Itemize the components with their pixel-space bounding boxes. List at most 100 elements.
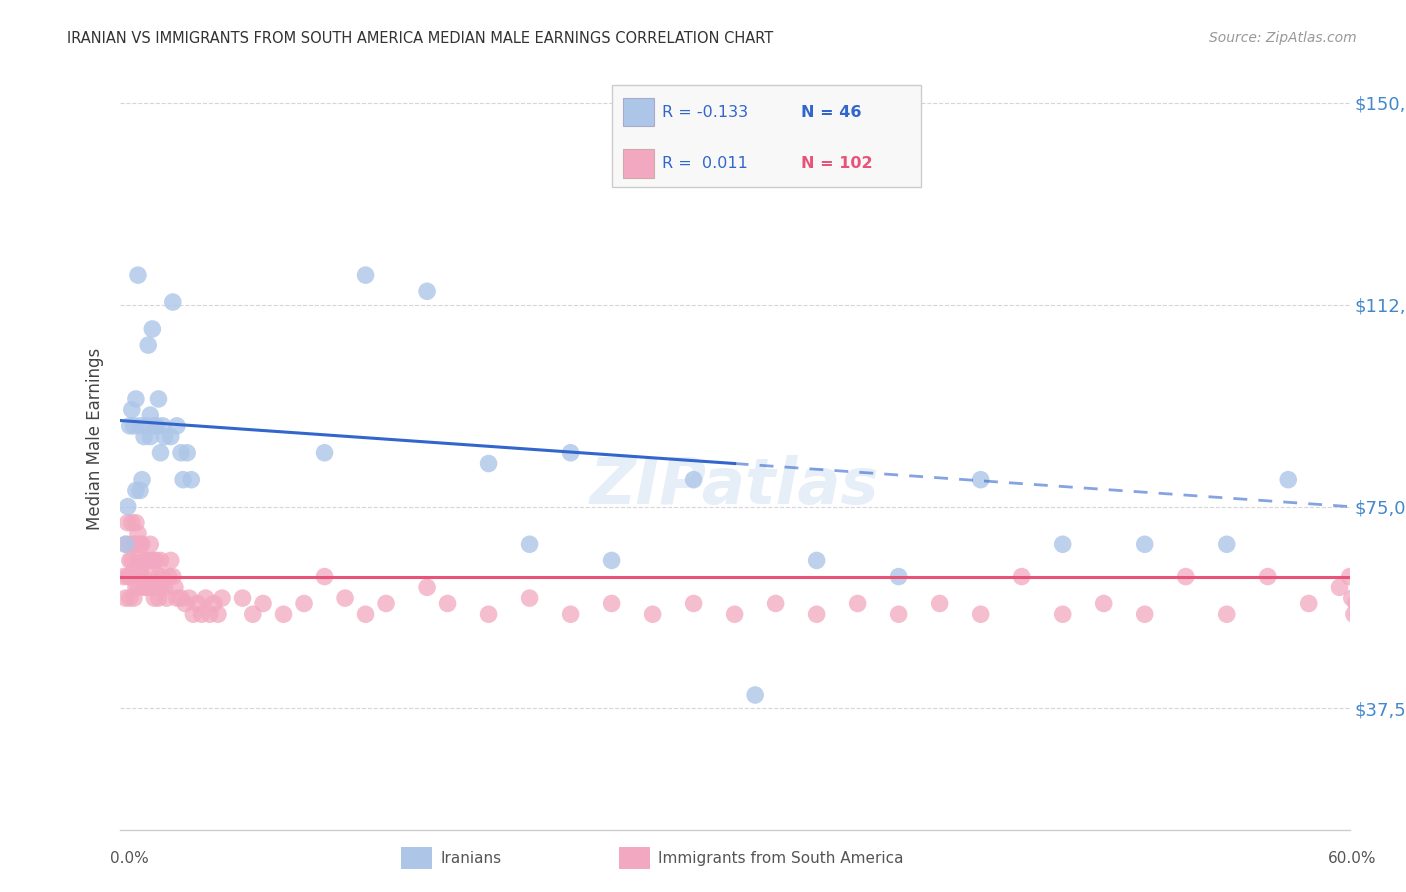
Point (148, 569, 170, 583)
Point (641, 607, 664, 622)
Point (1257, 569, 1279, 583)
Point (136, 553, 159, 567)
Point (519, 537, 541, 551)
Point (143, 591, 166, 606)
Point (136, 338, 159, 352)
Point (436, 597, 458, 611)
Point (375, 597, 398, 611)
Point (125, 537, 148, 551)
Point (1133, 607, 1156, 622)
Point (1343, 607, 1365, 622)
Point (1216, 537, 1239, 551)
Text: ZIPatlas: ZIPatlas (591, 455, 879, 517)
Point (172, 473, 194, 487)
Point (560, 607, 582, 622)
Point (163, 580, 186, 594)
Point (354, 268, 377, 282)
Point (127, 526, 149, 541)
Point (1344, 597, 1367, 611)
Text: N = 46: N = 46 (801, 104, 862, 120)
Point (1351, 607, 1374, 622)
Point (1052, 607, 1074, 622)
Point (125, 392, 148, 406)
Point (139, 569, 162, 583)
Point (132, 429, 156, 443)
Point (1133, 537, 1156, 551)
Point (333, 591, 356, 606)
Text: 60.0%: 60.0% (1329, 851, 1376, 865)
Point (118, 569, 141, 583)
Point (159, 429, 181, 443)
Point (970, 473, 993, 487)
Point (145, 553, 167, 567)
Point (112, 569, 135, 583)
Point (141, 553, 163, 567)
Point (122, 418, 145, 433)
Point (1174, 569, 1197, 583)
Point (1348, 597, 1371, 611)
Point (806, 553, 828, 567)
Point (198, 607, 221, 622)
Point (416, 285, 439, 299)
Point (682, 597, 704, 611)
Point (600, 597, 623, 611)
Point (166, 418, 188, 433)
Point (887, 607, 910, 622)
Point (292, 597, 315, 611)
Text: R = -0.133: R = -0.133 (662, 104, 748, 120)
Point (125, 580, 148, 594)
Point (970, 607, 993, 622)
Point (152, 569, 174, 583)
Point (152, 418, 174, 433)
Point (765, 597, 787, 611)
Point (129, 564, 152, 578)
Point (122, 537, 145, 551)
Text: N = 102: N = 102 (801, 156, 873, 171)
Point (162, 295, 184, 310)
Text: 0.0%: 0.0% (110, 851, 149, 865)
Text: Iranians: Iranians (440, 851, 501, 865)
Point (143, 418, 166, 433)
Point (122, 564, 145, 578)
Point (1216, 607, 1239, 622)
Text: Immigrants from South America: Immigrants from South America (658, 851, 904, 865)
Point (122, 591, 145, 606)
Point (314, 569, 336, 583)
Point (354, 607, 377, 622)
Point (744, 688, 766, 702)
Point (139, 429, 162, 443)
Point (121, 553, 143, 567)
Point (131, 537, 153, 551)
Point (190, 607, 212, 622)
Point (135, 553, 157, 567)
Point (127, 553, 149, 567)
Point (416, 580, 439, 594)
Point (928, 597, 950, 611)
Point (139, 537, 162, 551)
Point (170, 446, 193, 460)
Point (121, 516, 143, 530)
Point (117, 500, 139, 514)
Text: IRANIAN VS IMMIGRANTS FROM SOUTH AMERICA MEDIAN MALE EARNINGS CORRELATION CHART: IRANIAN VS IMMIGRANTS FROM SOUTH AMERICA… (67, 31, 773, 46)
Point (159, 553, 181, 567)
Point (174, 597, 197, 611)
Point (156, 591, 179, 606)
Point (125, 483, 148, 498)
Point (1052, 537, 1074, 551)
Point (273, 607, 295, 622)
Point (1353, 597, 1375, 611)
Point (143, 553, 166, 567)
Point (129, 483, 152, 498)
Point (117, 569, 139, 583)
Point (846, 597, 869, 611)
Point (600, 553, 623, 567)
Point (118, 418, 141, 433)
Point (519, 591, 541, 606)
Point (132, 553, 156, 567)
Point (127, 580, 149, 594)
Point (176, 446, 198, 460)
Point (129, 418, 152, 433)
Point (1329, 580, 1351, 594)
Point (170, 591, 193, 606)
Point (180, 473, 202, 487)
